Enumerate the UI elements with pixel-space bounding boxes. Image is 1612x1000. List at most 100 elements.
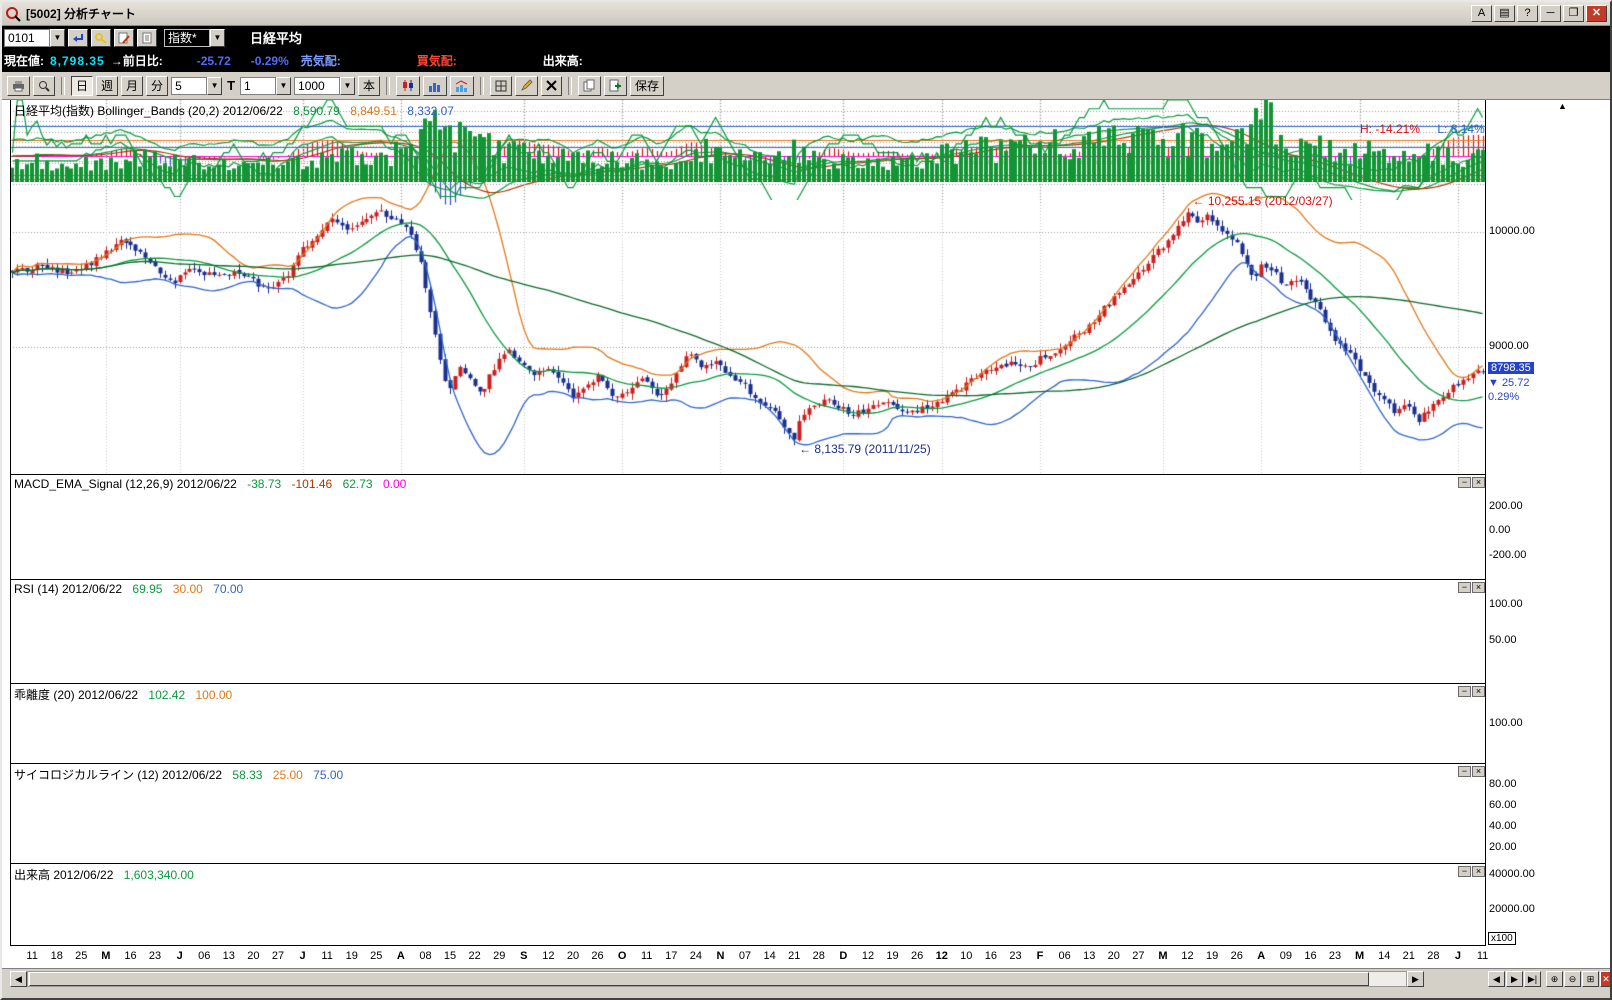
nav-next-button[interactable]: ▶ <box>1506 971 1523 987</box>
date-tick-label: J <box>299 950 306 962</box>
volume-panel-close-button[interactable]: × <box>1472 866 1485 877</box>
indicator-overlay-button[interactable] <box>450 75 475 96</box>
copy-chart-button[interactable] <box>578 75 602 96</box>
bars-interval-combobox[interactable]: 5 ▼ <box>171 76 223 95</box>
date-axis: 11 18 25 M 16 23 J 06 13 20 27 J 11 19 25 A 08 15 22 29 S 12 2… <box>2 946 1610 968</box>
panel-close-all-button[interactable]: ✕ <box>1600 971 1610 987</box>
macd-axis-label: 0.00 <box>1489 524 1511 537</box>
zoom-in-button[interactable]: ⊕ <box>1546 971 1563 987</box>
date-tick-label: A <box>1257 950 1266 962</box>
date-tick-label: 28 <box>1427 950 1440 962</box>
change-value: -25.72 <box>196 53 231 68</box>
bb-mid-value: 8,590.79 <box>293 104 340 118</box>
symbol-code-combobox[interactable]: 0101 ▼ <box>4 28 65 47</box>
app-logo-icon <box>5 6 21 22</box>
date-tick-label: 06 <box>1058 950 1071 962</box>
category-combobox[interactable]: 指数* ▼ <box>164 28 225 47</box>
date-tick-label: 11 <box>321 950 333 962</box>
date-tick-label: 12 <box>542 950 555 962</box>
high-low-readout: H: -14.21% L: 8.14% <box>1360 122 1485 136</box>
date-tick-label: 26 <box>911 950 924 962</box>
axis-scroll-up-icon[interactable]: ▲ <box>1558 101 1567 111</box>
chevron-down-icon[interactable]: ▼ <box>50 28 65 47</box>
period-month-button[interactable]: 月 <box>121 75 144 96</box>
unit-value[interactable]: 1 <box>240 76 277 95</box>
page-icon[interactable] <box>137 28 157 47</box>
date-tick-label: F <box>1036 950 1044 962</box>
key-icon[interactable] <box>91 28 111 47</box>
zoom-tool-button[interactable] <box>33 75 55 96</box>
zoom-out-button[interactable]: ⊖ <box>1564 971 1581 987</box>
close-button[interactable]: ✕ <box>1586 5 1607 22</box>
date-tick-label: 14 <box>763 950 776 962</box>
date-tick-label: 17 <box>665 950 678 962</box>
candlestick-type-button[interactable] <box>396 75 421 96</box>
date-tick-label: 24 <box>689 950 702 962</box>
change-pct-value: -0.29% <box>250 53 289 68</box>
bars-unit-button[interactable]: 本 <box>358 75 381 96</box>
hscroll-right-button[interactable]: ▶ <box>1407 971 1424 987</box>
export-chart-button[interactable] <box>604 75 628 96</box>
bb-lower-value: 8,332.07 <box>407 104 454 118</box>
edit-note-icon[interactable] <box>114 28 134 47</box>
minimize-button[interactable]: ─ <box>1540 5 1561 22</box>
psych-panel-minimize-button[interactable]: − <box>1458 766 1471 777</box>
macd-panel-header: MACD_EMA_Signal (12,26,9) 2012/06/22 -38… <box>14 477 407 491</box>
macd-value: -38.73 <box>247 477 282 491</box>
period-minute-button[interactable]: 分 <box>146 75 169 96</box>
date-tick-label: 19 <box>345 950 358 962</box>
chart-area: 日経平均(指数) Bollinger_Bands (20,2) 2012/06/… <box>2 100 1610 968</box>
psych-panel-close-button[interactable]: × <box>1472 766 1485 777</box>
date-tick-label: 23 <box>1009 950 1022 962</box>
bar-count-combobox[interactable]: 1000 ▼ <box>294 76 356 95</box>
chevron-down-icon[interactable]: ▼ <box>207 76 223 95</box>
toolbar-separator <box>386 76 391 95</box>
unit-combobox[interactable]: 1 ▼ <box>240 76 292 95</box>
bar-count-value[interactable]: 1000 <box>294 76 341 95</box>
font-button[interactable]: A <box>1471 5 1492 22</box>
category-value[interactable]: 指数* <box>164 28 210 47</box>
rsi-panel-minimize-button[interactable]: − <box>1458 582 1471 593</box>
go-button[interactable] <box>68 28 88 47</box>
hscroll-track[interactable] <box>27 971 1407 987</box>
date-tick-label: 20 <box>566 950 580 962</box>
nav-prev-button[interactable]: ◀ <box>1488 971 1505 987</box>
macd-panel-close-button[interactable]: × <box>1472 477 1485 488</box>
symbol-code-input[interactable]: 0101 <box>4 28 50 47</box>
chevron-down-icon[interactable]: ▼ <box>276 76 292 95</box>
rsi-panel-close-button[interactable]: × <box>1472 582 1485 593</box>
layout-button[interactable]: ▤ <box>1494 5 1515 22</box>
draw-pencil-button[interactable] <box>515 75 539 96</box>
clear-drawing-button[interactable] <box>541 75 563 96</box>
psych-high-ref: 75.00 <box>313 768 344 782</box>
help-button[interactable]: ? <box>1517 5 1538 22</box>
date-tick-label: M <box>1158 950 1168 962</box>
hscroll-thumb[interactable] <box>29 972 1369 986</box>
macd-axis-label: 200.00 <box>1489 499 1523 512</box>
chevron-down-icon[interactable]: ▼ <box>210 28 225 47</box>
kairi-panel-header: 乖離度 (20) 2012/06/22 102.42 100.00 <box>14 688 233 702</box>
panel-separator <box>10 863 1485 864</box>
macd-panel-minimize-button[interactable]: − <box>1458 477 1471 488</box>
toolbar-separator <box>568 76 573 95</box>
print-button[interactable] <box>7 75 30 96</box>
kairi-panel-minimize-button[interactable]: − <box>1458 686 1471 697</box>
grid-button[interactable] <box>490 75 513 96</box>
restore-button[interactable]: ❐ <box>1563 5 1584 22</box>
volume-chart-canvas[interactable] <box>10 100 1485 182</box>
nav-end-button[interactable]: ▶| <box>1524 971 1541 987</box>
bars-interval-value[interactable]: 5 <box>171 76 208 95</box>
volume-panel-header: 出来高 2012/06/22 1,603,340.00 <box>14 868 194 882</box>
volume-panel-minimize-button[interactable]: − <box>1458 866 1471 877</box>
chevron-down-icon[interactable]: ▼ <box>340 76 356 95</box>
volume-axis-label: 40000.00 <box>1489 867 1535 880</box>
symbol-bar: 0101 ▼ 指数* ▼ 日経平均 <box>2 26 1610 49</box>
hscroll-left-button[interactable]: ◀ <box>10 971 27 987</box>
period-day-button[interactable]: 日 <box>71 75 94 96</box>
zoom-fit-button[interactable]: ⊞ <box>1582 971 1599 987</box>
kairi-panel-close-button[interactable]: × <box>1472 686 1485 697</box>
period-week-button[interactable]: 週 <box>96 75 119 96</box>
volume-bars-button[interactable] <box>423 75 448 96</box>
date-tick-label: N <box>716 950 725 962</box>
save-button[interactable]: 保存 <box>630 75 665 96</box>
